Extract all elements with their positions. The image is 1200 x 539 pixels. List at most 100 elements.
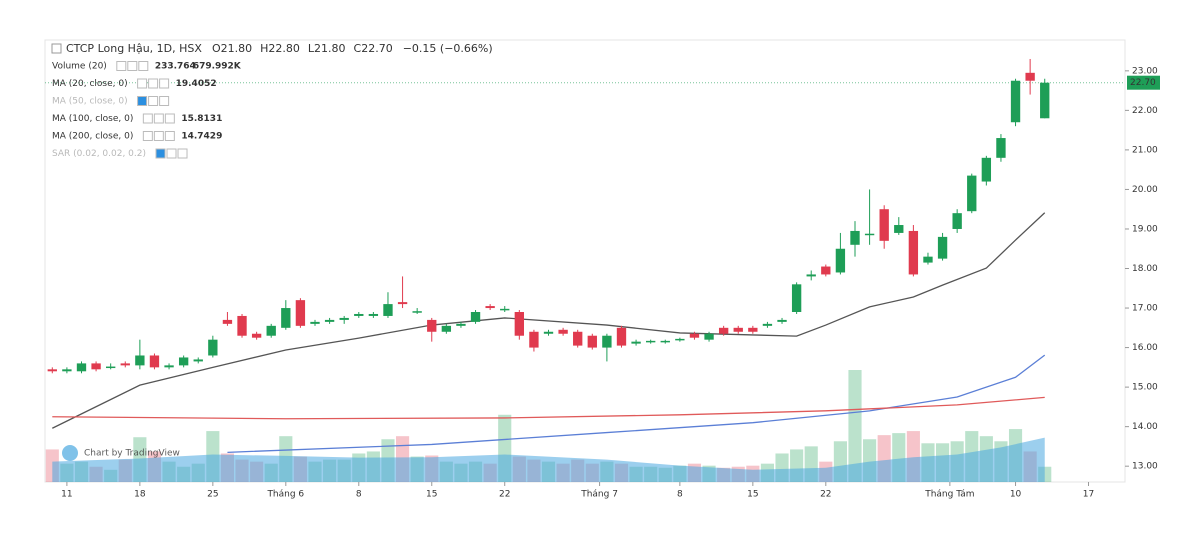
candle-body [178, 357, 189, 366]
candle-body [427, 319, 437, 332]
volume-ma-area [52, 437, 1045, 482]
legend-button [137, 96, 148, 106]
candle-body [704, 333, 714, 340]
candle-body [791, 284, 802, 312]
legend-value: 14.7429 [181, 132, 222, 142]
legend-button [177, 148, 188, 159]
candle-body [587, 335, 597, 348]
candle-body [164, 365, 174, 368]
legend-button [153, 131, 164, 141]
x-tick-label: 22 [499, 490, 510, 500]
x-tick-label: 22 [820, 490, 831, 500]
price-change: −0.15 (−0.66%) [403, 42, 493, 55]
candle-body [996, 138, 1006, 158]
moving-average-line [52, 212, 1046, 429]
candle-body [397, 302, 408, 305]
legend-button [164, 113, 175, 124]
legend-name: MA (100, close, 0) [52, 114, 133, 124]
last-price-label: 22.70 [1130, 78, 1156, 88]
candle-body [864, 233, 875, 236]
legend-button [137, 78, 148, 89]
watermark: Chart by TradingView [84, 449, 180, 459]
symbol-icon [51, 43, 62, 54]
candle-body [193, 359, 203, 362]
candle-body [646, 340, 656, 343]
volume-bar [848, 370, 862, 482]
legend-name: Volume (20) [52, 62, 107, 72]
candle-body [368, 313, 379, 316]
candle-body [806, 274, 816, 277]
y-tick-label: 13.00 [1132, 462, 1158, 472]
legend-name: MA (200, close, 0) [52, 132, 133, 142]
ohlc-value: L21.80 [308, 42, 346, 55]
candle-body [222, 319, 233, 324]
y-tick-label: 15.00 [1132, 383, 1158, 393]
candle-body [762, 323, 773, 326]
candle-body [208, 339, 218, 356]
x-tick-label: 15 [426, 490, 437, 500]
ohlc-value: C22.70 [354, 42, 393, 55]
candle-body [923, 256, 933, 263]
candle-body [748, 327, 758, 332]
candle-body [616, 327, 627, 346]
ohlc-value: H22.80 [260, 42, 300, 55]
candle-body [952, 213, 962, 229]
candle-body [310, 321, 320, 324]
candle-body [835, 248, 846, 273]
moving-average-line [52, 396, 1045, 420]
candle-body [1040, 82, 1050, 119]
candle-body [894, 225, 904, 233]
candle-body [251, 333, 262, 338]
x-tick-label: Tháng 6 [266, 490, 304, 500]
candle-body [62, 369, 72, 372]
candle-body [135, 355, 145, 366]
candle-body [91, 363, 101, 370]
x-tick-label: 11 [61, 490, 72, 500]
candle-body [879, 209, 889, 241]
watermark-icon [62, 445, 78, 461]
candle-body [412, 311, 422, 313]
moving-average-line [227, 354, 1046, 453]
x-tick-label: 10 [1010, 490, 1022, 500]
y-tick-label: 17.00 [1132, 304, 1158, 314]
legend-button [148, 96, 159, 106]
candle-body [558, 329, 568, 334]
candle-body [718, 327, 729, 334]
candle-body [602, 335, 612, 348]
x-tick-label: 18 [134, 490, 146, 500]
candle-body [967, 175, 977, 212]
x-tick-label: 25 [207, 490, 218, 500]
y-tick-label: 19.00 [1132, 224, 1158, 234]
candle-body [47, 369, 57, 372]
candle-body [485, 306, 495, 309]
y-tick-label: 23.00 [1132, 66, 1158, 76]
candle-body [908, 230, 919, 275]
legend-button [159, 96, 170, 106]
candle-body [514, 312, 524, 336]
candle-body [981, 157, 992, 182]
legend-name: SAR (0.02, 0.02, 0.2) [52, 149, 146, 159]
y-tick-label: 16.00 [1132, 343, 1158, 353]
x-tick-label: 15 [747, 490, 758, 500]
legend-name: MA (20, close, 0) [52, 79, 128, 89]
y-tick-label: 21.00 [1132, 145, 1158, 155]
candle-body [237, 315, 247, 336]
legend-ma-value: 679.992K [193, 62, 242, 72]
candle-body [1010, 80, 1021, 123]
legend-name: MA (50, close, 0) [52, 97, 128, 107]
legend-button [155, 148, 166, 159]
legend-button [159, 78, 170, 89]
legend-button [148, 78, 159, 89]
candle-body [1025, 72, 1035, 81]
candle-body [660, 340, 670, 343]
legend-value: 19.4052 [176, 79, 217, 89]
x-tick-label: Tháng 7 [580, 490, 618, 500]
x-tick-label: Tháng Tám [924, 490, 974, 500]
candle-body [266, 325, 276, 336]
x-tick-label: 8 [677, 490, 683, 500]
candle-body [529, 331, 539, 348]
y-tick-label: 22.00 [1132, 106, 1158, 116]
candle-body [456, 323, 466, 326]
candle-body [543, 331, 554, 334]
